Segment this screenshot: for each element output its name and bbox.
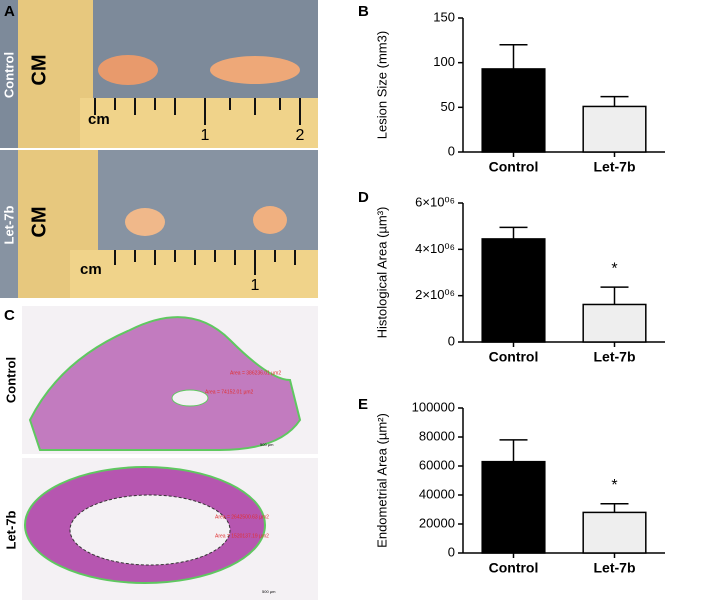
x-tick-label: Let-7b	[594, 159, 636, 175]
y-axis-label: Lesion Size (mm3)	[374, 31, 389, 139]
tissue	[125, 208, 165, 236]
bar	[481, 238, 546, 343]
ruler-text: 2	[296, 127, 305, 144]
ruler-text: cm	[80, 261, 102, 278]
tissue-section	[28, 316, 302, 451]
tissue	[210, 56, 300, 84]
y-tick-label: 100	[433, 54, 455, 69]
ruler-ticks	[94, 98, 301, 275]
y-tick-label: 50	[441, 99, 455, 114]
y-tick-label: 100000	[412, 399, 455, 414]
row-label: Let-7b	[3, 510, 18, 549]
y-tick-label: 60000	[419, 457, 455, 472]
x-tick-label: Control	[489, 349, 539, 365]
bar	[582, 303, 647, 343]
tissue	[253, 206, 287, 234]
ruler-text: 1	[251, 277, 260, 294]
scale-bar: 500 µm	[262, 589, 276, 594]
y-tick-label: 4×10⁰⁶	[415, 241, 455, 256]
ruler-text: 1	[201, 127, 210, 144]
y-tick-label: 0	[448, 544, 455, 559]
area-label: Area = 2642500.63 µm2	[215, 514, 269, 520]
y-axis-label: Histological Area (µm³)	[374, 207, 389, 339]
panel-label: E	[358, 396, 368, 413]
bar	[582, 105, 647, 153]
panel-label: B	[358, 3, 369, 20]
y-tick-label: 40000	[419, 486, 455, 501]
row-label: Control	[1, 52, 16, 98]
y-tick-label: 0	[448, 143, 455, 158]
significance: *	[611, 477, 617, 494]
y-tick-label: 150	[433, 9, 455, 24]
lumen	[69, 494, 231, 566]
panel-label: A	[4, 3, 15, 20]
ruler-text: cm	[88, 111, 110, 128]
panel-label: C	[4, 307, 15, 324]
area-label: Area = 1520137.19 µm2	[215, 533, 269, 539]
scale-bar: 500 µm	[260, 442, 274, 447]
bar	[481, 68, 546, 153]
x-tick-label: Control	[489, 159, 539, 175]
panel-label: D	[358, 189, 369, 206]
area-label: Area = 386236.01 µm2	[230, 370, 281, 376]
x-tick-label: Control	[489, 560, 539, 576]
bar	[582, 511, 647, 554]
y-tick-label: 0	[448, 333, 455, 348]
lumen	[171, 389, 209, 407]
ruler-text: CM	[28, 54, 50, 85]
significance: *	[611, 260, 617, 277]
y-tick-label: 80000	[419, 428, 455, 443]
y-axis-label: Endometrial Area (µm²)	[374, 413, 389, 548]
area-label: Area = 74152.01 µm2	[205, 389, 254, 395]
x-tick-label: Let-7b	[594, 349, 636, 365]
ruler	[80, 98, 318, 148]
y-tick-label: 20000	[419, 515, 455, 530]
y-tick-label: 6×10⁰⁶	[415, 194, 455, 209]
row-label: Let-7b	[1, 205, 16, 244]
x-tick-label: Let-7b	[594, 560, 636, 576]
y-tick-label: 2×10⁰⁶	[415, 287, 455, 302]
tissue	[98, 55, 158, 85]
ruler-text: CM	[28, 206, 50, 237]
bar	[481, 460, 546, 554]
row-label: Control	[3, 357, 18, 403]
